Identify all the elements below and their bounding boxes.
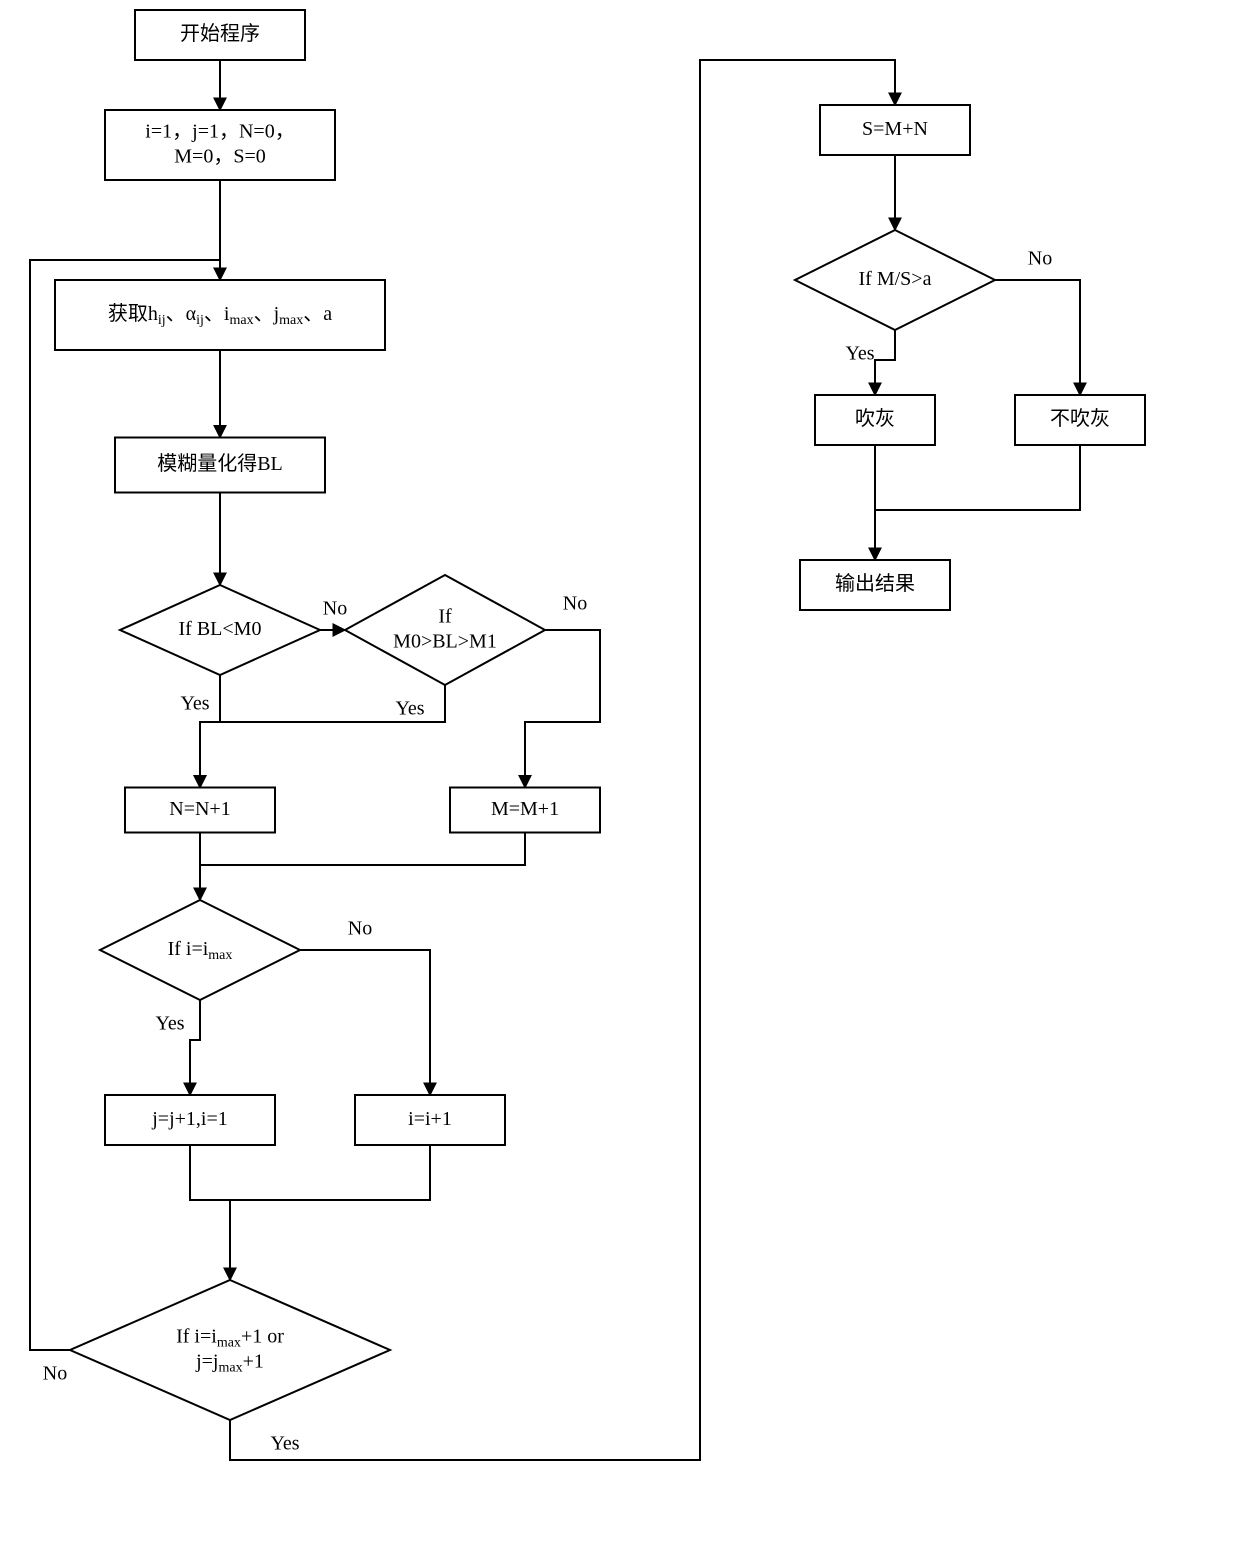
edge-label: No	[563, 593, 587, 615]
node-text: i=i+1	[408, 1108, 452, 1130]
node-text: 吹灰	[855, 407, 895, 430]
edge-label: Yes	[180, 693, 209, 715]
node-text: M0>BL>M1	[393, 630, 497, 652]
node-get: 获取hij、αij、imax、jmax、a	[55, 280, 385, 350]
flowchart-svg: No Yes Yes No Yes No No Yes Yes No 开始程序 i=1，j=1，N=0…	[0, 0, 1240, 1555]
edge-label: Yes	[270, 1433, 299, 1455]
node-fuzzy: 模糊量化得BL	[115, 438, 325, 493]
node-jplus: j=j+1,i=1	[105, 1095, 275, 1145]
node-smn: S=M+N	[820, 105, 970, 155]
node-text: j=j+1,i=1	[151, 1108, 228, 1130]
edge-label: No	[1028, 248, 1052, 270]
node-text: 模糊量化得BL	[157, 452, 283, 475]
node-output: 输出结果	[800, 560, 950, 610]
node-start: 开始程序	[135, 10, 305, 60]
node-text: If	[438, 605, 452, 627]
node-text: M=M+1	[491, 798, 559, 820]
node-nplus: N=N+1	[125, 788, 275, 833]
node-text: 输出结果	[835, 572, 915, 595]
node-iplus: i=i+1	[355, 1095, 505, 1145]
node-text: S=M+N	[862, 118, 928, 140]
node-init: i=1，j=1，N=0， M=0，S=0	[105, 110, 335, 180]
edge-label: No	[43, 1363, 67, 1385]
node-text: N=N+1	[169, 798, 230, 820]
edge-label: Yes	[395, 698, 424, 720]
edge-label: Yes	[155, 1013, 184, 1035]
flowchart-container: No Yes Yes No Yes No No Yes Yes No 开始程序 i=1，j=1，N=0…	[0, 0, 1240, 1555]
node-text: M=0，S=0	[174, 145, 265, 167]
edge-label: Yes	[845, 343, 874, 365]
node-text: If BL<M0	[179, 618, 262, 640]
edge-label: No	[323, 598, 347, 620]
node-text: If M/S>a	[859, 268, 932, 290]
node-blow: 吹灰	[815, 395, 935, 445]
edge-label: No	[348, 918, 372, 940]
node-noblow: 不吹灰	[1015, 395, 1145, 445]
node-text: 不吹灰	[1050, 407, 1110, 430]
node-mplus: M=M+1	[450, 788, 600, 833]
node-text: 开始程序	[180, 22, 260, 45]
node-text: i=1，j=1，N=0，	[145, 120, 294, 142]
